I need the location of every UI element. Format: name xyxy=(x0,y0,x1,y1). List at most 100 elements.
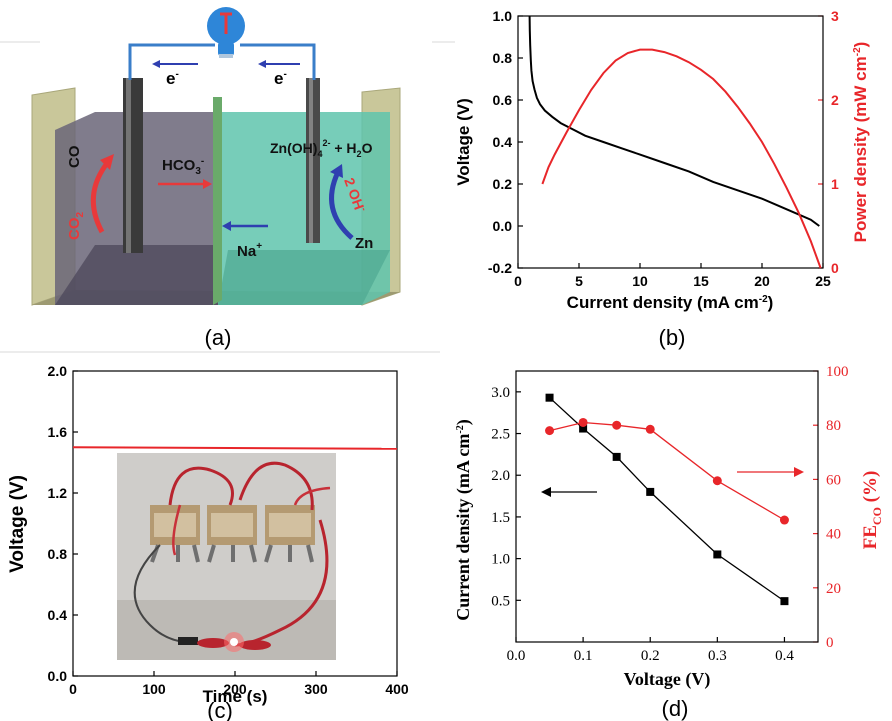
panel-b-ytick-label: 0.0 xyxy=(493,218,513,234)
panel-d-ytick-label: 0.5 xyxy=(491,593,510,609)
zn-label: Zn xyxy=(355,235,373,252)
electron-label-right: e- xyxy=(274,69,287,88)
panel-d-xtick-label: 0.0 xyxy=(507,648,526,664)
light-bulb-icon xyxy=(207,7,245,58)
inset-black-wire xyxy=(133,544,186,643)
panel-d-ytick-label: 1.5 xyxy=(491,510,510,526)
panel-c-ytick-label: 0.4 xyxy=(48,607,68,623)
panel-d-ytick-label: 2.5 xyxy=(491,427,510,443)
co2-label: CO2 xyxy=(66,212,86,241)
panel-b-y2tick-label: 0 xyxy=(831,260,839,276)
electron-arrowhead-left xyxy=(152,60,160,68)
cathode-chamber-floor xyxy=(55,245,218,305)
panel-d-series-1-point xyxy=(712,476,722,486)
external-wire xyxy=(128,43,215,80)
panel-d-series-0-point xyxy=(579,424,588,433)
panel-d-series-0-point xyxy=(713,550,722,559)
panel-c-ytick-label: 0.0 xyxy=(48,668,68,684)
panel-b-y2label: Power density (mW cm-2) xyxy=(851,42,870,243)
panel-d-ticks: 0.0 0.1 0.2 0.3 0.4 0.5 1.0 1.5 2.0 2.5 3.0 0 20 40 60… xyxy=(491,364,848,664)
panel-d-y2tick-label: 40 xyxy=(826,527,841,543)
panel-c-xtick-label: 0 xyxy=(69,681,77,697)
panel-d-chart: 0.0 0.1 0.2 0.3 0.4 0.5 1.0 1.5 2.0 2.5 3.0 0 20 40 60… xyxy=(453,364,884,721)
electron-label-left: e- xyxy=(166,69,179,88)
panel-b-xtick-label: 0 xyxy=(514,273,522,289)
panel-d-ytick-label: 1.0 xyxy=(491,552,510,568)
panel-b-xtick-label: 15 xyxy=(693,273,709,289)
panel-b-plot-frame xyxy=(517,15,824,269)
panel-label-d: (d) xyxy=(662,696,689,721)
panel-d-series-0-point xyxy=(612,452,621,461)
hco3-arrowhead xyxy=(203,179,212,189)
panel-d-xtick-label: 0.4 xyxy=(775,648,794,664)
panel-d-series xyxy=(545,393,789,606)
panel-b-ylabel: Voltage (V) xyxy=(454,98,473,186)
panel-b-ytick-label: 0.8 xyxy=(493,50,513,66)
inset-clip-red xyxy=(197,638,229,648)
panel-b-ytick-label: 1.0 xyxy=(493,8,513,24)
panel-c-xtick-label: 300 xyxy=(304,681,328,697)
co-label: CO xyxy=(66,145,83,168)
inset-clip xyxy=(178,637,198,645)
panel-c-plot-frame xyxy=(72,370,398,677)
panel-b-ytick-label: -0.2 xyxy=(488,260,512,276)
cell-2-photo xyxy=(207,505,257,563)
panel-c-series-0-line xyxy=(72,446,398,450)
hco3-label: HCO3- xyxy=(162,156,204,177)
panel-d-y2tick-label: 100 xyxy=(826,364,849,380)
inset-clip-red-2 xyxy=(239,640,271,650)
panel-d-xlabel: Voltage (V) xyxy=(624,669,711,690)
panel-d-xtick-label: 0.2 xyxy=(641,648,660,664)
external-wire-right xyxy=(240,43,316,80)
electron-arrowhead-right xyxy=(258,60,266,68)
panel-b-ticks: 0 5 10 15 20 25 -0.2 0.0 0.2 0.4 0.6 0.8 1.0 0 1 2 3 xyxy=(488,8,839,289)
panel-d-plot-frame xyxy=(515,370,819,643)
panel-b-series xyxy=(528,15,822,269)
co2-reduction-arrow xyxy=(90,160,110,234)
panel-b-xtick-label: 20 xyxy=(754,273,770,289)
panel-c-xtick-label: 200 xyxy=(223,681,247,697)
panel-c-chart: 0 100 200 300 400 0.0 0.4 0.8 1.2 1.6 2.0 xyxy=(7,363,409,721)
panel-b-y2tick-label: 3 xyxy=(831,8,839,24)
panel-c-xtick-label: 100 xyxy=(142,681,166,697)
panel-b-xtick-label: 25 xyxy=(815,273,831,289)
panel-d-series-0-point xyxy=(646,487,655,496)
led-icon xyxy=(230,638,238,646)
panel-d-series-1-point xyxy=(645,424,655,434)
panel-d-ytick-label: 2.0 xyxy=(491,468,510,484)
panel-d-series-0-point xyxy=(780,597,789,606)
panel-d-y2tick-label: 80 xyxy=(826,418,841,434)
panel-b-y2tick-label: 1 xyxy=(831,176,839,192)
panel-d-series-0-point xyxy=(545,393,554,402)
anode-electrode-texture xyxy=(309,78,313,243)
panel-b-ytick-label: 0.6 xyxy=(493,92,513,108)
cell-3-photo xyxy=(264,505,315,563)
inset-red-wire-2 xyxy=(172,486,331,556)
panel-c-series xyxy=(72,446,398,450)
panel-c-xlabel: Time (s) xyxy=(203,687,268,706)
panel-d-series-1-point xyxy=(612,420,622,430)
panel-b-ytick-label: 0.2 xyxy=(493,176,513,192)
zinc-oxidation-arrow xyxy=(329,170,354,240)
co2-reduction-arrowhead xyxy=(100,154,114,170)
panel-label-b: (b) xyxy=(659,325,686,350)
panel-d-y2tick-label: 60 xyxy=(826,472,841,488)
inset-photo-shading xyxy=(117,600,336,660)
panel-b-chart: 0 5 10 15 20 25 -0.2 0.0 0.2 0.4 0.6 0.8 1.0 0 1 2 3 Vol… xyxy=(454,8,870,350)
panel-a-schematic: e- e- CO CO2 HCO3- Na+ Zn(OH)42- + H2O 2… xyxy=(31,7,401,350)
panel-d-ylabel: Current density (mA cm-2) xyxy=(453,419,474,621)
panel-label-c: (c) xyxy=(207,698,233,721)
panel-c-ytick-label: 1.6 xyxy=(48,424,68,440)
panel-b-y2tick-label: 2 xyxy=(831,92,839,108)
zinc-oxidation-arrowhead xyxy=(330,164,343,178)
panel-b-ytick-label: 0.4 xyxy=(493,134,513,150)
panel-b-series-1-line xyxy=(541,48,822,269)
panel-label-a: (a) xyxy=(205,325,232,350)
zincate-label: Zn(OH)42- + H2O xyxy=(270,138,373,159)
right-axis-arrowhead xyxy=(794,467,804,477)
anode-chamber-floor xyxy=(218,250,390,305)
membrane xyxy=(213,97,222,305)
panel-c-inset-photo xyxy=(117,453,336,660)
panel-d-xtick-label: 0.1 xyxy=(574,648,593,664)
